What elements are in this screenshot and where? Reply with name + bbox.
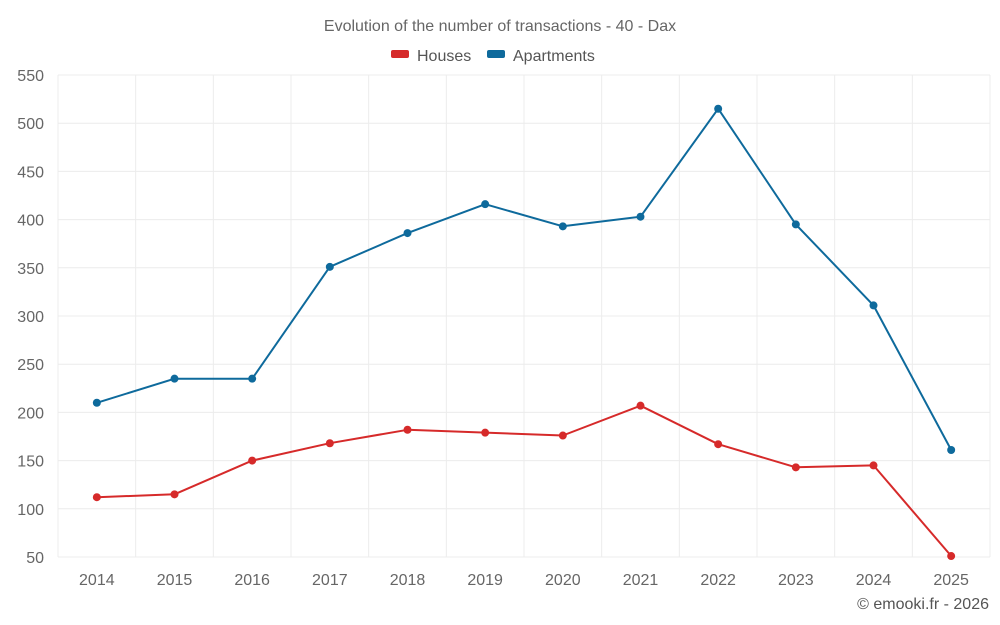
x-tick-label: 2025	[933, 572, 969, 589]
x-axis-ticks: 2014 2015 2016 2017 2018 2019 2020 2021 2022 2023…	[79, 572, 969, 589]
data-point-apartments[interactable]	[481, 200, 490, 209]
x-tick-label: 2018	[390, 572, 426, 589]
x-tick-label: 2015	[157, 572, 193, 589]
data-point-apartments[interactable]	[403, 229, 412, 238]
credit-text: © emooki.fr - 2026	[857, 596, 989, 613]
y-tick-label: 300	[17, 309, 44, 326]
y-tick-label: 400	[17, 213, 44, 230]
y-axis-ticks: 50 100 150 200 250 300 350 400 450 500 550	[17, 68, 44, 567]
data-point-houses[interactable]	[558, 431, 567, 440]
x-tick-label: 2014	[79, 572, 115, 589]
data-point-apartments[interactable]	[636, 212, 645, 221]
data-point-houses[interactable]	[92, 493, 101, 502]
x-tick-label: 2023	[778, 572, 814, 589]
x-tick-label: 2024	[856, 572, 892, 589]
data-point-apartments[interactable]	[92, 398, 101, 407]
legend-label-apartments: Apartments	[513, 48, 595, 65]
data-point-apartments[interactable]	[947, 445, 956, 454]
legend-swatch-apartments	[487, 50, 505, 58]
data-point-apartments[interactable]	[170, 374, 179, 383]
series	[92, 104, 956, 561]
y-tick-label: 550	[17, 68, 44, 85]
data-point-houses[interactable]	[947, 552, 956, 561]
x-tick-label: 2020	[545, 572, 581, 589]
y-tick-label: 250	[17, 357, 44, 374]
x-tick-label: 2019	[467, 572, 503, 589]
data-point-houses[interactable]	[325, 439, 334, 448]
legend-item-apartments[interactable]: Apartments	[487, 48, 595, 65]
data-point-houses[interactable]	[248, 456, 257, 465]
x-tick-label: 2017	[312, 572, 348, 589]
y-tick-label: 100	[17, 502, 44, 519]
data-point-houses[interactable]	[481, 428, 490, 437]
legend-label-houses: Houses	[417, 48, 471, 65]
data-point-houses[interactable]	[636, 401, 645, 410]
data-point-houses[interactable]	[869, 461, 878, 470]
series-line-houses	[96, 404, 952, 557]
y-tick-label: 150	[17, 454, 44, 471]
legend-item-houses[interactable]: Houses	[391, 48, 471, 65]
data-point-houses[interactable]	[714, 440, 723, 449]
data-point-houses[interactable]	[403, 425, 412, 434]
x-tick-label: 2021	[623, 572, 659, 589]
data-point-apartments[interactable]	[325, 262, 334, 271]
data-point-apartments[interactable]	[248, 374, 257, 383]
data-point-houses[interactable]	[791, 463, 800, 472]
y-tick-label: 450	[17, 164, 44, 181]
legend: Houses Apartments	[391, 48, 595, 65]
data-point-apartments[interactable]	[791, 220, 800, 229]
legend-swatch-houses	[391, 50, 409, 58]
y-tick-label: 200	[17, 405, 44, 422]
y-tick-label: 50	[26, 550, 44, 567]
y-tick-label: 500	[17, 116, 44, 133]
x-tick-label: 2022	[700, 572, 736, 589]
data-point-houses[interactable]	[170, 490, 179, 499]
data-point-apartments[interactable]	[869, 301, 878, 310]
series-line-apartments	[96, 107, 953, 451]
chart-title: Evolution of the number of transactions …	[324, 18, 676, 35]
x-tick-label: 2016	[234, 572, 270, 589]
y-tick-label: 350	[17, 261, 44, 278]
data-point-apartments[interactable]	[714, 104, 723, 113]
data-point-apartments[interactable]	[558, 222, 567, 231]
